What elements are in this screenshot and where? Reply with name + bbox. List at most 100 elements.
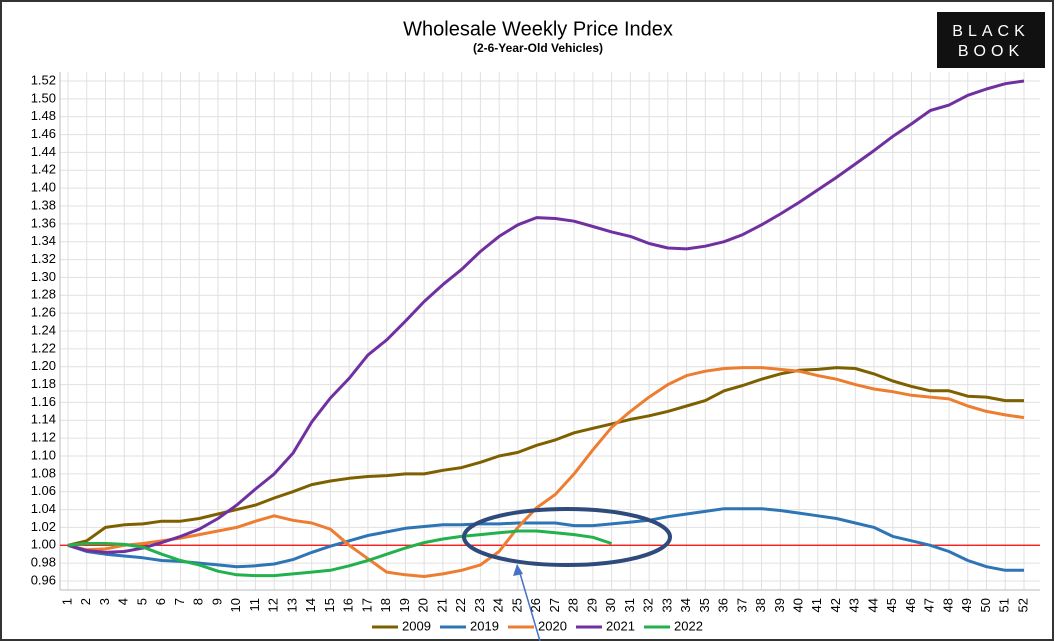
x-tick-label: 30 xyxy=(603,598,618,612)
y-tick-label: 1.36 xyxy=(31,215,56,230)
x-tick-label: 32 xyxy=(641,598,656,612)
y-tick-label: 1.10 xyxy=(31,447,56,462)
x-tick-label: 46 xyxy=(903,598,918,612)
x-tick-label: 1 xyxy=(59,598,74,605)
annotation-arrowhead xyxy=(513,564,523,576)
y-tick-label: 1.42 xyxy=(31,162,56,177)
grid xyxy=(60,72,1040,590)
x-tick-label: 45 xyxy=(884,598,899,612)
x-tick-label: 8 xyxy=(191,598,206,605)
y-tick-label: 1.38 xyxy=(31,197,56,212)
x-tick-label: 3 xyxy=(97,598,112,605)
x-tick-label: 34 xyxy=(678,598,693,612)
x-tick-label: 14 xyxy=(303,598,318,612)
x-tick-label: 37 xyxy=(734,598,749,612)
x-tick-label: 41 xyxy=(809,598,824,612)
x-tick-label: 24 xyxy=(491,598,506,612)
y-tick-label: 1.02 xyxy=(31,519,56,534)
x-tick-label: 11 xyxy=(247,598,262,612)
logo-text: BOOK xyxy=(958,43,1024,60)
y-tick-label: 1.46 xyxy=(31,126,56,141)
x-tick-label: 16 xyxy=(341,598,356,612)
y-tick-label: 1.08 xyxy=(31,465,56,480)
x-tick-label: 43 xyxy=(847,598,862,612)
chart-subtitle: (2-6-Year-Old Vehicles) xyxy=(473,41,603,55)
x-tick-label: 38 xyxy=(753,598,768,612)
logo xyxy=(937,12,1045,68)
chart-title: Wholesale Weekly Price Index xyxy=(403,18,673,40)
x-tick-label: 35 xyxy=(697,598,712,612)
y-tick-label: 1.00 xyxy=(31,537,56,552)
x-tick-label: 33 xyxy=(659,598,674,612)
x-tick-label: 29 xyxy=(584,598,599,612)
x-tick-label: 13 xyxy=(284,598,299,612)
x-tick-label: 10 xyxy=(228,598,243,612)
x-tick-label: 20 xyxy=(416,598,431,612)
series-line xyxy=(67,507,1024,572)
series-line xyxy=(67,529,613,578)
y-tick-label: 0.98 xyxy=(31,555,56,570)
x-tick-label: 15 xyxy=(322,598,337,612)
legend-label: 2021 xyxy=(606,618,635,633)
x-tick-label: 25 xyxy=(509,598,524,612)
x-tick-label: 50 xyxy=(978,598,993,612)
x-tick-label: 28 xyxy=(566,598,581,612)
y-tick-label: 1.14 xyxy=(31,412,56,427)
x-tick-label: 21 xyxy=(434,598,449,612)
x-tick-label: 4 xyxy=(116,598,131,605)
x-tick-label: 17 xyxy=(359,598,374,612)
annotation-ellipse xyxy=(462,507,672,567)
y-tick-label: 1.34 xyxy=(31,233,56,248)
x-tick-label: 2 xyxy=(78,598,93,605)
y-tick-label: 1.44 xyxy=(31,144,56,159)
x-tick-label: 6 xyxy=(153,598,168,605)
x-tick-label: 5 xyxy=(134,598,149,605)
legend-label: 2020 xyxy=(538,618,567,633)
x-tick-label: 47 xyxy=(922,598,937,612)
x-tick-label: 36 xyxy=(716,598,731,612)
x-tick-label: 23 xyxy=(472,598,487,612)
x-tick-label: 7 xyxy=(172,598,187,605)
y-tick-label: 1.26 xyxy=(31,305,56,320)
legend-label: 2022 xyxy=(674,618,703,633)
x-tick-label: 49 xyxy=(959,598,974,612)
x-tick-label: 42 xyxy=(828,598,843,612)
x-tick-label: 26 xyxy=(528,598,543,612)
y-tick-label: 1.32 xyxy=(31,251,56,266)
series-line xyxy=(67,366,1025,578)
x-tick-label: 12 xyxy=(266,598,281,612)
x-tick-label: 51 xyxy=(997,598,1012,612)
y-tick-label: 1.24 xyxy=(31,322,56,337)
legend-label: 2009 xyxy=(402,618,431,633)
y-tick-label: 1.06 xyxy=(31,483,56,498)
x-tick-label: 39 xyxy=(772,598,787,612)
y-tick-label: 1.48 xyxy=(31,108,56,123)
y-tick-label: 1.52 xyxy=(31,72,56,87)
y-tick-label: 1.50 xyxy=(31,90,56,105)
y-tick-label: 1.18 xyxy=(31,376,56,391)
logo-text: BLACK xyxy=(952,23,1029,40)
y-tick-label: 1.40 xyxy=(31,180,56,195)
y-tick-label: 1.12 xyxy=(31,430,56,445)
x-tick-label: 44 xyxy=(865,598,880,612)
x-tick-label: 27 xyxy=(547,598,562,612)
x-tick-label: 52 xyxy=(1015,598,1030,612)
x-tick-label: 18 xyxy=(378,598,393,612)
y-tick-label: 1.20 xyxy=(31,358,56,373)
annotation-arrow xyxy=(518,569,541,641)
y-tick-label: 1.04 xyxy=(31,501,56,516)
y-tick-label: 1.22 xyxy=(31,340,56,355)
x-tick-label: 22 xyxy=(453,598,468,612)
y-tick-label: 1.28 xyxy=(31,287,56,302)
x-tick-label: 31 xyxy=(622,598,637,612)
x-tick-label: 48 xyxy=(940,598,955,612)
x-tick-label: 40 xyxy=(790,598,805,612)
x-tick-label: 9 xyxy=(209,598,224,605)
legend-label: 2019 xyxy=(470,618,499,633)
series-line xyxy=(67,79,1025,554)
x-tick-label: 19 xyxy=(397,598,412,612)
y-tick-label: 0.96 xyxy=(31,572,56,587)
y-tick-label: 1.30 xyxy=(31,269,56,284)
